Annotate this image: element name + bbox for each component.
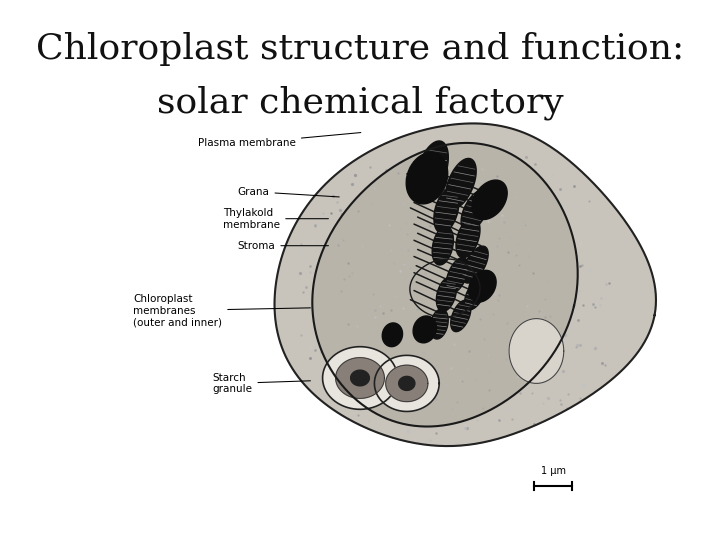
Polygon shape	[399, 376, 415, 390]
Polygon shape	[323, 347, 397, 409]
Polygon shape	[461, 190, 490, 231]
Text: Stroma: Stroma	[238, 241, 328, 251]
Polygon shape	[434, 188, 459, 233]
Text: solar chemical factory: solar chemical factory	[157, 85, 563, 120]
Polygon shape	[312, 143, 577, 427]
Polygon shape	[274, 124, 656, 446]
Polygon shape	[374, 355, 439, 411]
Text: Chloroplast structure and function:: Chloroplast structure and function:	[36, 32, 684, 65]
Polygon shape	[472, 180, 507, 219]
Polygon shape	[469, 271, 496, 302]
Polygon shape	[413, 316, 436, 343]
Text: Chloroplast
membranes
(outer and inner): Chloroplast membranes (outer and inner)	[133, 294, 310, 327]
Polygon shape	[432, 226, 454, 265]
Text: 1 μm: 1 μm	[541, 466, 566, 476]
Polygon shape	[406, 152, 448, 204]
Polygon shape	[464, 279, 486, 310]
Text: Starch
granule: Starch granule	[212, 373, 310, 394]
Text: Grana: Grana	[238, 187, 339, 197]
Polygon shape	[456, 218, 480, 258]
Polygon shape	[451, 300, 471, 332]
Polygon shape	[446, 258, 468, 293]
Polygon shape	[382, 323, 402, 347]
Polygon shape	[446, 158, 476, 209]
Polygon shape	[336, 357, 384, 399]
Polygon shape	[415, 141, 449, 199]
Polygon shape	[436, 277, 456, 312]
Polygon shape	[386, 365, 428, 402]
Polygon shape	[462, 246, 488, 283]
Polygon shape	[351, 370, 369, 386]
Polygon shape	[430, 309, 449, 339]
Text: Plasma membrane: Plasma membrane	[198, 132, 361, 148]
Polygon shape	[509, 319, 564, 383]
Text: Thylakold
membrane: Thylakold membrane	[223, 208, 328, 230]
